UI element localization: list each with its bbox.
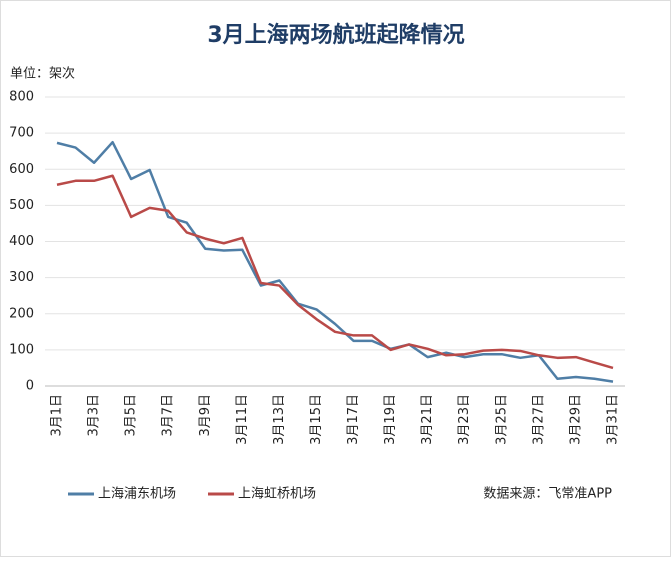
y-tick-label: 0 — [26, 379, 34, 394]
x-tick-label: 3月15日 — [309, 394, 324, 445]
x-tick-label: 3月3日 — [87, 394, 102, 437]
x-tick-label: 3月31日 — [606, 394, 621, 445]
x-tick-label: 3月13日 — [272, 394, 287, 445]
y-tick-label: 200 — [9, 306, 34, 321]
series-line — [56, 174, 614, 370]
y-tick-label: 700 — [9, 126, 34, 141]
x-tick-label: 3月17日 — [346, 394, 361, 445]
x-tick-label: 3月25日 — [494, 394, 509, 445]
y-tick-label: 500 — [9, 198, 34, 213]
y-tick-label: 800 — [9, 90, 34, 105]
legend-label: 上海虹桥机场 — [238, 487, 316, 502]
x-tick-label: 3月1日 — [50, 394, 65, 437]
series-line — [56, 140, 614, 383]
x-tick-label: 3月19日 — [383, 394, 398, 445]
chart-title: 3月上海两场航班起降情况 — [207, 22, 464, 48]
source: 数据来源：飞常准APP — [483, 487, 612, 502]
unit-label: 单位：架次 — [10, 66, 75, 82]
x-tick-label: 3月5日 — [124, 394, 139, 437]
x-tick-label: 3月7日 — [161, 394, 176, 437]
x-tick-label: 3月23日 — [457, 394, 472, 445]
x-tick-label: 3月11日 — [235, 394, 250, 445]
y-tick-label: 100 — [9, 342, 34, 357]
y-tick-label: 600 — [9, 162, 34, 177]
x-tick-label: 3月27日 — [531, 394, 546, 445]
y-tick-label: 400 — [9, 234, 34, 249]
legend-label: 上海浦东机场 — [98, 487, 176, 502]
x-tick-label: 3月21日 — [420, 394, 435, 445]
x-tick-label: 3月29日 — [568, 394, 583, 445]
y-tick-label: 300 — [9, 270, 34, 285]
x-tick-label: 3月9日 — [198, 394, 213, 437]
